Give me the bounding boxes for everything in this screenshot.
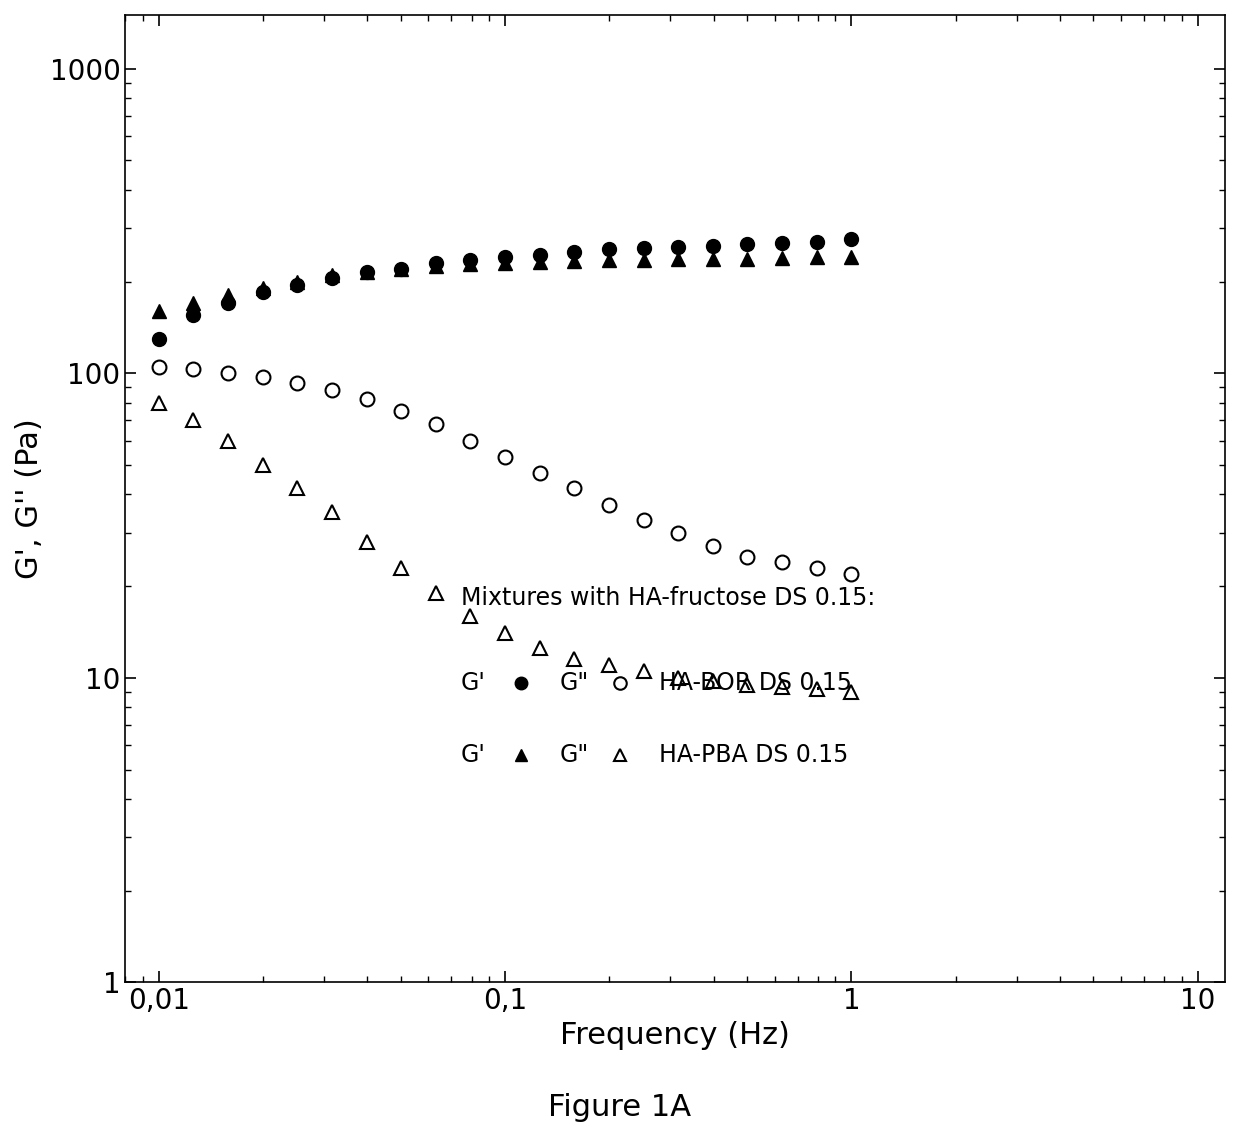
- Text: G": G": [559, 671, 589, 695]
- Text: Figure 1A: Figure 1A: [548, 1093, 692, 1122]
- Text: HA-BOR DS 0.15: HA-BOR DS 0.15: [658, 671, 852, 695]
- Text: HA-PBA DS 0.15: HA-PBA DS 0.15: [658, 743, 848, 767]
- Text: G": G": [559, 743, 589, 767]
- Text: G': G': [461, 743, 486, 767]
- Text: Mixtures with HA-fructose DS 0.15:: Mixtures with HA-fructose DS 0.15:: [461, 586, 875, 610]
- Y-axis label: G', G'' (Pa): G', G'' (Pa): [15, 418, 43, 579]
- Text: G': G': [461, 671, 486, 695]
- X-axis label: Frequency (Hz): Frequency (Hz): [560, 1021, 790, 1050]
